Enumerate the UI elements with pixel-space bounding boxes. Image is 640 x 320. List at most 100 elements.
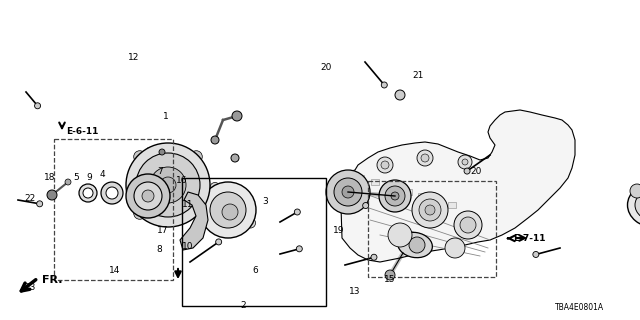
- Circle shape: [190, 151, 202, 163]
- Circle shape: [395, 90, 405, 100]
- Circle shape: [419, 199, 441, 221]
- Ellipse shape: [635, 189, 640, 221]
- Circle shape: [136, 153, 200, 217]
- Circle shape: [377, 157, 393, 173]
- Circle shape: [232, 111, 242, 121]
- Circle shape: [101, 182, 123, 204]
- Circle shape: [126, 174, 170, 218]
- Ellipse shape: [627, 182, 640, 228]
- Circle shape: [106, 187, 118, 199]
- Text: 12: 12: [128, 53, 140, 62]
- Text: 21: 21: [413, 71, 424, 80]
- Text: 4: 4: [99, 170, 105, 179]
- Bar: [404, 189, 412, 195]
- Circle shape: [296, 246, 302, 252]
- Circle shape: [388, 223, 412, 247]
- Circle shape: [126, 143, 210, 227]
- Circle shape: [216, 239, 221, 245]
- Circle shape: [160, 177, 176, 193]
- Circle shape: [200, 218, 211, 228]
- Text: 18: 18: [44, 173, 55, 182]
- Circle shape: [391, 192, 399, 200]
- Bar: [54, 139, 173, 280]
- Text: 2: 2: [240, 301, 246, 310]
- Text: 7: 7: [157, 167, 163, 176]
- Text: 1: 1: [163, 112, 169, 121]
- Text: 9: 9: [86, 173, 92, 182]
- Circle shape: [342, 186, 354, 198]
- Circle shape: [445, 238, 465, 258]
- Circle shape: [385, 186, 405, 206]
- Circle shape: [379, 180, 411, 212]
- Text: 13: 13: [349, 287, 360, 296]
- Text: 20: 20: [470, 167, 482, 176]
- Text: 10: 10: [182, 242, 194, 251]
- Circle shape: [47, 190, 57, 200]
- Text: 22: 22: [24, 194, 36, 203]
- Bar: [371, 179, 379, 185]
- Text: 6: 6: [253, 266, 259, 275]
- Text: 8: 8: [157, 245, 163, 254]
- Circle shape: [36, 201, 43, 207]
- Circle shape: [142, 190, 154, 202]
- Ellipse shape: [397, 232, 433, 258]
- Text: E-6-11: E-6-11: [66, 127, 99, 136]
- Circle shape: [464, 168, 470, 174]
- Bar: [434, 197, 442, 203]
- Circle shape: [210, 192, 246, 228]
- Text: 11: 11: [182, 200, 194, 209]
- Circle shape: [533, 252, 539, 258]
- Bar: [448, 202, 456, 208]
- Text: 23: 23: [24, 284, 36, 292]
- Circle shape: [210, 182, 220, 193]
- Circle shape: [363, 203, 369, 209]
- Text: 15: 15: [384, 276, 396, 284]
- Circle shape: [231, 154, 239, 162]
- Circle shape: [417, 150, 433, 166]
- Text: 5: 5: [74, 173, 79, 182]
- Circle shape: [425, 205, 435, 215]
- Circle shape: [294, 209, 300, 215]
- Circle shape: [334, 178, 362, 206]
- Circle shape: [409, 237, 425, 253]
- Text: TBA4E0801A: TBA4E0801A: [555, 303, 604, 313]
- Bar: [356, 175, 364, 181]
- Text: E-7-11: E-7-11: [513, 234, 545, 243]
- Bar: [182, 178, 326, 306]
- Text: 20: 20: [320, 63, 332, 72]
- Text: 3: 3: [262, 197, 268, 206]
- Circle shape: [83, 188, 93, 198]
- Circle shape: [381, 161, 389, 169]
- Text: 19: 19: [333, 226, 344, 235]
- Polygon shape: [340, 110, 575, 262]
- Circle shape: [150, 167, 186, 203]
- Circle shape: [412, 192, 448, 228]
- Circle shape: [371, 254, 377, 260]
- Circle shape: [159, 149, 165, 155]
- Circle shape: [460, 217, 476, 233]
- Circle shape: [385, 270, 395, 280]
- Circle shape: [421, 154, 429, 162]
- Bar: [388, 185, 396, 191]
- Circle shape: [65, 179, 71, 185]
- Circle shape: [222, 204, 238, 220]
- Circle shape: [630, 184, 640, 198]
- Text: 14: 14: [109, 266, 120, 275]
- Circle shape: [381, 82, 387, 88]
- Circle shape: [326, 170, 370, 214]
- Circle shape: [458, 155, 472, 169]
- Circle shape: [134, 182, 162, 210]
- Circle shape: [190, 207, 202, 219]
- Text: 17: 17: [157, 226, 168, 235]
- Bar: [418, 193, 426, 199]
- Bar: [368, 181, 496, 277]
- Circle shape: [211, 136, 219, 144]
- Circle shape: [35, 103, 40, 109]
- Circle shape: [462, 159, 468, 165]
- Circle shape: [454, 211, 482, 239]
- PathPatch shape: [180, 192, 208, 250]
- Circle shape: [134, 151, 146, 163]
- Circle shape: [79, 184, 97, 202]
- Circle shape: [200, 182, 256, 238]
- Circle shape: [246, 218, 255, 228]
